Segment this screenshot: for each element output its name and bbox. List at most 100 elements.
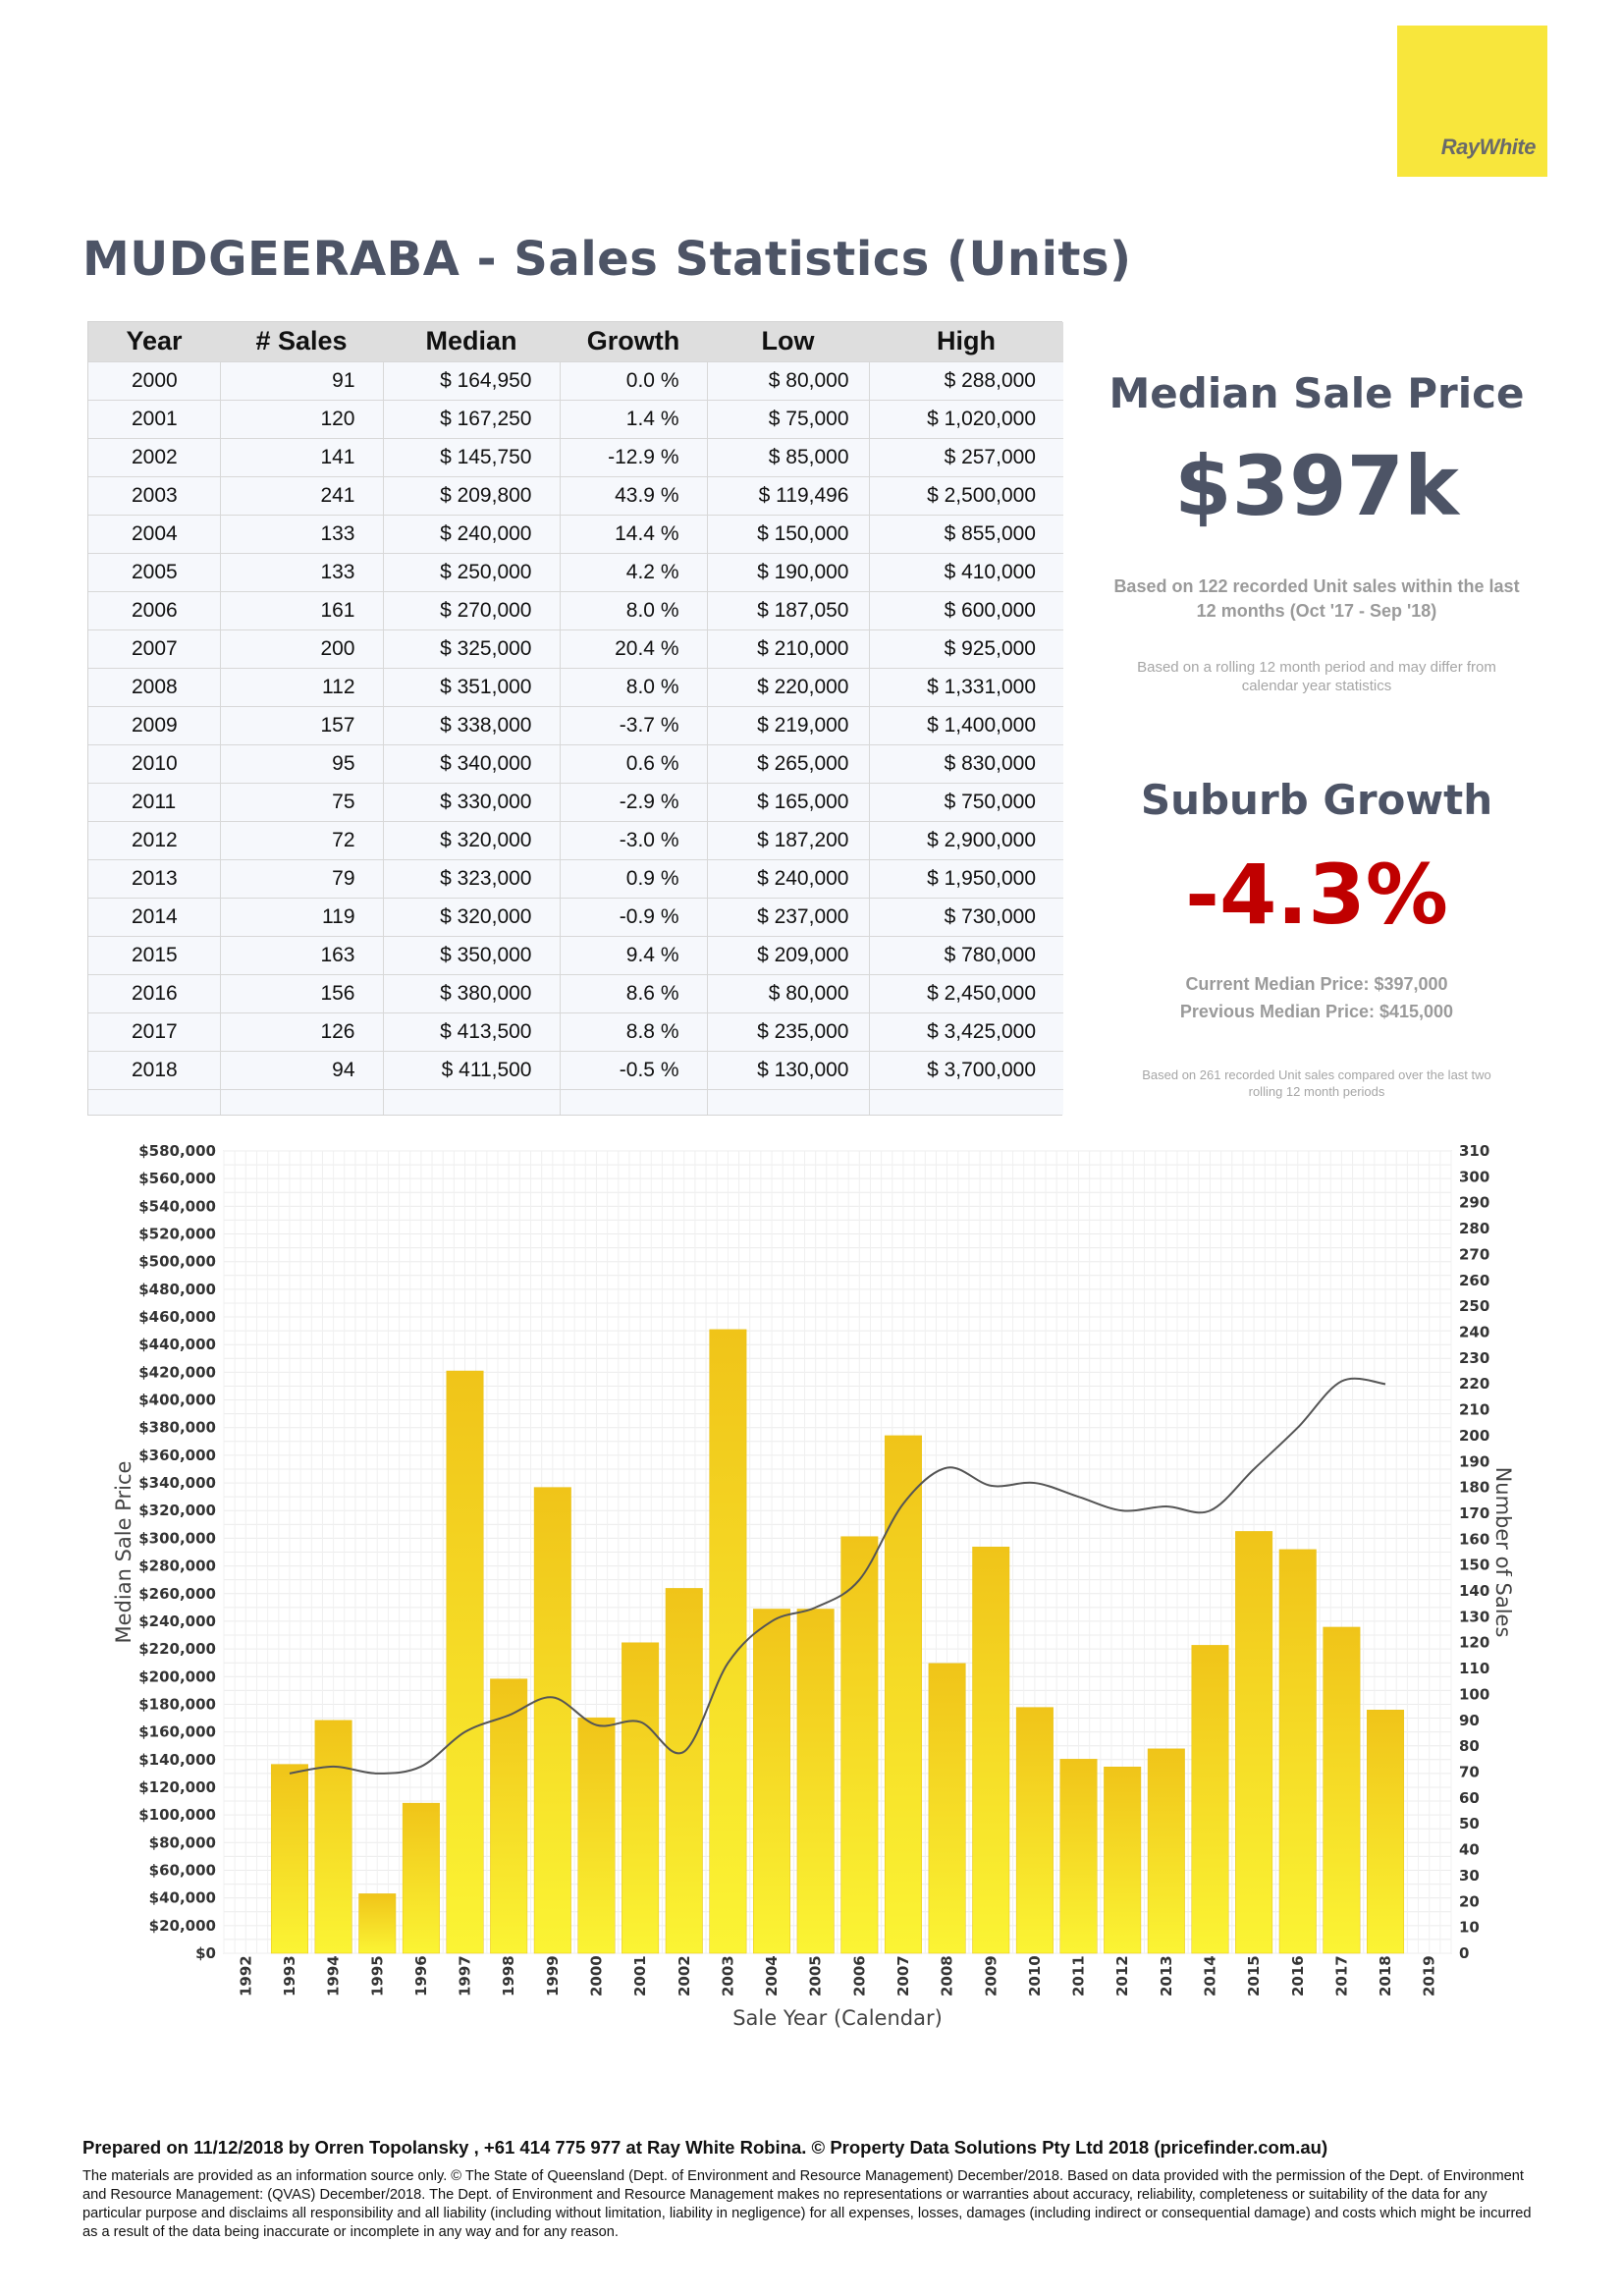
bar-1999 (533, 1487, 571, 1954)
bar-2015 (1235, 1531, 1273, 1954)
cell-low: $ 237,000 (707, 897, 870, 936)
x-tick-label: 1992 (237, 1955, 254, 1996)
cell-growth: 8.6 % (560, 973, 708, 1012)
y-tick-label: $480,000 (138, 1281, 216, 1298)
y-tick-label: $0 (195, 1944, 216, 1962)
y2-tick-label: 240 (1459, 1323, 1489, 1340)
bar-2005 (796, 1609, 835, 1954)
cell-high: $ 600,000 (869, 590, 1063, 629)
cell-growth: -0.9 % (560, 897, 708, 936)
growth-heading-text: Suburb Growth (1140, 776, 1493, 824)
cell-empty (869, 1088, 1063, 1115)
y-tick-label: $560,000 (138, 1170, 216, 1187)
previous-median-box: Previous Median Price: $415,000 (1106, 1000, 1528, 1024)
y-tick-label: $540,000 (138, 1197, 216, 1215)
cell-low: $ 210,000 (707, 629, 870, 668)
y2-tick-label: 140 (1459, 1582, 1489, 1600)
cell-empty (88, 1088, 221, 1115)
table-row: 2001 120 $ 167,250 1.4 % $ 75,000 $ 1,020,000 (88, 399, 1063, 438)
x-tick-label: 2007 (894, 1955, 912, 1996)
y2-tick-label: 180 (1459, 1479, 1489, 1497)
bar-2007 (884, 1435, 922, 1954)
bar-2004 (753, 1609, 791, 1954)
cell-low: $ 187,200 (707, 820, 870, 859)
cell-sales: 133 (220, 514, 384, 553)
header-median: Median (383, 322, 560, 361)
cell-low: $ 235,000 (707, 1011, 870, 1051)
x-tick-label: 2015 (1245, 1955, 1263, 1996)
y-tick-label: $40,000 (149, 1889, 216, 1907)
table-row: 2000 91 $ 164,950 0.0 % $ 80,000 $ 288,000 (88, 360, 1063, 400)
bar-2017 (1323, 1626, 1361, 1954)
cell-high: $ 1,950,000 (869, 858, 1063, 898)
x-tick-label: 2016 (1289, 1955, 1307, 1996)
y2-tick-label: 150 (1459, 1557, 1489, 1574)
table-row: 2004 133 $ 240,000 14.4 % $ 150,000 $ 855,000 (88, 514, 1063, 553)
cell-median: $ 330,000 (383, 782, 561, 821)
cell-sales: 120 (220, 399, 384, 438)
cell-sales: 157 (220, 705, 384, 744)
y-tick-label: $460,000 (138, 1308, 216, 1326)
median-value-box: $397k (1106, 438, 1528, 534)
bar-2000 (577, 1717, 616, 1954)
cell-year: 2000 (88, 360, 221, 400)
x-tick-label: 1995 (368, 1955, 386, 1996)
cell-median: $ 240,000 (383, 514, 561, 553)
page-title: MUDGEERABA - Sales Statistics (Units) (82, 232, 1132, 287)
cell-growth: 8.8 % (560, 1011, 708, 1051)
cell-low: $ 240,000 (707, 858, 870, 898)
cell-high: $ 855,000 (869, 514, 1063, 553)
cell-year: 2006 (88, 590, 221, 629)
cell-year: 2002 (88, 437, 221, 476)
previous-median: Previous Median Price: $415,000 (1179, 1002, 1454, 1021)
y2-tick-label: 220 (1459, 1375, 1489, 1393)
x-tick-label: 2008 (939, 1955, 956, 1996)
cell-growth: 43.9 % (560, 475, 708, 515)
cell-year: 2004 (88, 514, 221, 553)
cell-year: 2017 (88, 1011, 221, 1051)
bar-2009 (972, 1546, 1010, 1954)
table-row: 2003 241 $ 209,800 43.9 % $ 119,496 $ 2,500,0… (88, 475, 1063, 515)
y2-tick-label: 90 (1459, 1712, 1480, 1729)
bar-1995 (358, 1893, 397, 1954)
y2-tick-label: 80 (1459, 1737, 1480, 1755)
cell-high: $ 750,000 (869, 782, 1063, 821)
y-tick-label: $60,000 (149, 1861, 216, 1879)
cell-sales: 94 (220, 1050, 384, 1089)
growth-small-box: Based on 261 recorded Unit sales compare… (1125, 1066, 1508, 1100)
x-tick-label: 2009 (982, 1955, 1000, 1996)
x-tick-label: 2018 (1377, 1955, 1394, 1996)
cell-low: $ 80,000 (707, 360, 870, 400)
cell-growth: 20.4 % (560, 629, 708, 668)
x-tick-label: 2012 (1113, 1955, 1131, 1996)
cell-high: $ 830,000 (869, 743, 1063, 783)
cell-year: 2001 (88, 399, 221, 438)
cell-growth: 14.4 % (560, 514, 708, 553)
cell-high: $ 3,425,000 (869, 1011, 1063, 1051)
y-tick-label: $320,000 (138, 1502, 216, 1519)
cell-low: $ 165,000 (707, 782, 870, 821)
y2-tick-label: 30 (1459, 1867, 1480, 1885)
median-note: Based on 122 recorded Unit sales within … (1113, 576, 1520, 621)
bar-2008 (928, 1663, 966, 1954)
cell-high: $ 1,400,000 (869, 705, 1063, 744)
cell-growth: 1.4 % (560, 399, 708, 438)
cell-sales: 72 (220, 820, 384, 859)
y2-tick-label: 280 (1459, 1220, 1489, 1237)
cell-growth: -3.7 % (560, 705, 708, 744)
y2-tick-label: 10 (1459, 1919, 1480, 1937)
cell-empty (220, 1088, 384, 1115)
sales-statistics-table: Year # Sales Median Growth Low High 2000… (87, 321, 1063, 1116)
logo-text: RayWhite (1440, 135, 1537, 159)
cell-high: $ 1,331,000 (869, 667, 1063, 706)
cell-year: 2014 (88, 897, 221, 936)
table-header-row: Year # Sales Median Growth Low High (88, 322, 1063, 361)
x-tick-label: 1994 (325, 1955, 343, 1996)
cell-low: $ 75,000 (707, 399, 870, 438)
cell-sales: 95 (220, 743, 384, 783)
cell-growth: -3.0 % (560, 820, 708, 859)
cell-sales: 75 (220, 782, 384, 821)
cell-sales: 126 (220, 1011, 384, 1051)
table-row: 2006 161 $ 270,000 8.0 % $ 187,050 $ 600,000 (88, 590, 1063, 629)
y-tick-label: $100,000 (138, 1806, 216, 1824)
